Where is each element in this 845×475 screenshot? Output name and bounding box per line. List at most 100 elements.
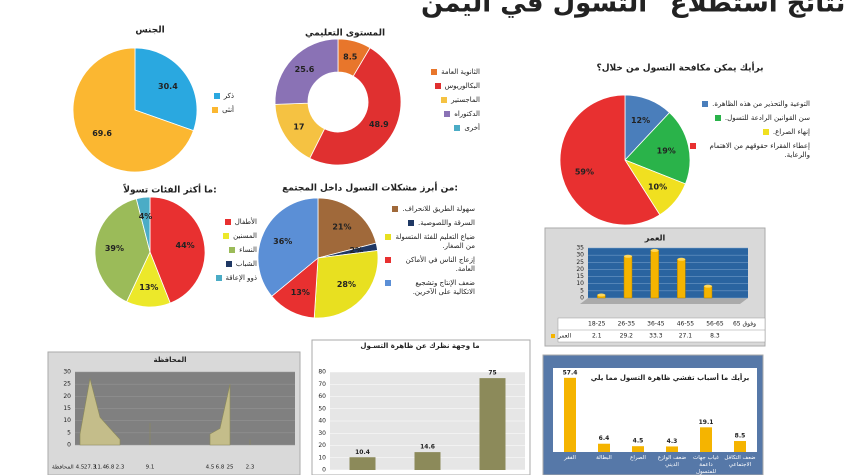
area: [209, 384, 231, 446]
y-tick-label: 60: [318, 393, 326, 400]
legend: التوعية والتحذير من هذه الظاهرة. سن القوا…: [690, 100, 810, 160]
y-tick-label: 30: [576, 252, 584, 259]
pie-slice: [274, 38, 339, 105]
legend-text: أنثى: [222, 106, 234, 114]
chart-title: ما أكثر الفئات تسولاً:: [122, 183, 217, 195]
legend-swatch: [702, 101, 709, 107]
bar: [734, 441, 746, 452]
chart-title: الجنس: [135, 26, 164, 36]
legend-swatch: [225, 261, 232, 267]
x-tick-label: ضعف الوازع الديني: [657, 455, 687, 468]
data-label: 8.5: [343, 53, 358, 62]
legend-swatch: [690, 143, 696, 149]
legend-swatch: [431, 69, 438, 75]
bar-top: [677, 257, 686, 261]
y-tick-label: 30: [63, 369, 71, 376]
legend: ذكر أنثى: [192, 92, 234, 115]
legend-entry: أنثى: [192, 106, 234, 115]
legend-entry: الدكتوراه: [405, 110, 480, 119]
table-value: 8.3: [710, 333, 720, 340]
x-tick-label: 65 وفوق: [733, 321, 756, 328]
data-label: 44%: [176, 241, 195, 250]
bar-top: [650, 248, 659, 252]
y-tick-label: 20: [576, 266, 584, 273]
bar: [414, 452, 441, 470]
legend-entry: السرقة واللصوصية.: [385, 219, 475, 228]
page-title: نتائج استطلاع "التسول في اليمن": [421, 0, 845, 19]
y-tick-label: 0: [67, 442, 71, 449]
legend-entry: البكالوريوس: [405, 82, 480, 91]
y-tick-label: 30: [318, 430, 326, 437]
area: [79, 378, 121, 446]
legend-entry: إنهاء الصراع.: [690, 128, 810, 137]
plot-floor: [580, 298, 748, 304]
y-tick-label: 35: [576, 245, 584, 252]
legend-text: الثانوية العامة: [441, 68, 480, 76]
legend-entry: ضياع التعليم للفئة المتسولة من الصغار.: [385, 233, 475, 251]
chart-title: المستوى التعليمي: [305, 29, 385, 39]
bar: [598, 443, 610, 452]
bar: [632, 446, 644, 452]
table-value: 4.5: [206, 465, 215, 471]
bar-top: [624, 254, 632, 258]
x-tick-label: 56-65: [706, 321, 724, 328]
legend-entry: إعطاء الفقراء حقوقهم من الاهتمام والرعاي…: [690, 142, 810, 160]
data-label: 4.5: [633, 438, 644, 445]
y-tick-label: 50: [318, 405, 326, 412]
legend: سهولة الطريق للانحراف. السرقة واللصوصية. ض…: [385, 205, 475, 297]
legend-entry: سهولة الطريق للانحراف.: [385, 205, 475, 214]
data-label: 4.3: [667, 438, 678, 445]
legend-swatch: [212, 107, 219, 113]
legend-text: إنهاء الصراع.: [772, 128, 810, 136]
table-value: 11.4: [94, 465, 107, 471]
legend-swatch: [213, 93, 220, 99]
legend-text: أخرى: [464, 124, 480, 132]
y-tick-label: 0: [580, 295, 584, 302]
x-tick-label: البطالة: [596, 455, 612, 461]
data-label: 36%: [273, 237, 292, 246]
chart-title: برأيك ما أسباب تفشي ظاهرة التسول مما يلي: [591, 373, 750, 382]
table-value: 27.1: [679, 333, 693, 340]
table-value: 2.3: [246, 465, 255, 471]
legend-entry: النساء: [205, 246, 257, 255]
bar: [479, 378, 506, 470]
bar-top: [597, 293, 606, 297]
data-label: 4%: [139, 212, 153, 221]
legend-entry: ضعف الإنتاج وتشجيع الاتكالية على الآخرين…: [385, 279, 475, 297]
legend-entry: الأطفال: [205, 218, 257, 227]
pie-slice: [559, 94, 661, 226]
legend-swatch: [551, 334, 555, 338]
legend-entry: إزعاج الناس في الأماكن العامة.: [385, 256, 475, 274]
x-tick-label: الفقر: [564, 455, 576, 461]
legend-text: ضعف الإنتاج وتشجيع الاتكالية على الآخرين…: [412, 279, 475, 296]
data-label: 12%: [631, 116, 650, 125]
table-value: 2.1: [592, 333, 602, 340]
legend-swatch: [223, 233, 230, 239]
y-tick-label: 20: [318, 442, 326, 449]
x-tick-label: 36-45: [647, 321, 665, 328]
legend-entry: المسنين: [205, 232, 257, 241]
legend-swatch: [444, 111, 451, 117]
data-label: 25.6: [295, 65, 315, 74]
legend-swatch: [434, 83, 441, 89]
y-tick-label: 10: [63, 417, 71, 424]
table-value: 6.8: [106, 465, 115, 471]
y-tick-label: 0: [322, 467, 326, 474]
data-label: 13%: [291, 288, 310, 297]
y-tick-label: 20: [63, 393, 71, 400]
legend-text: إزعاج الناس في الأماكن العامة.: [405, 256, 475, 273]
legend-entry: أخرى: [405, 124, 480, 133]
y-tick-label: 5: [67, 429, 71, 436]
chart-title: برأيك يمكن مكافحة التسول من خلال؟: [596, 62, 763, 74]
legend-text: التوعية والتحذير من هذه الظاهرة.: [712, 100, 810, 108]
legend-text: ضياع التعليم للفئة المتسولة من الصغار.: [395, 233, 475, 250]
chart-title: المحافظة: [153, 356, 186, 364]
legend-text: النساء: [239, 246, 257, 254]
pie-slice: [135, 196, 151, 253]
bar-top: [704, 284, 712, 288]
y-tick-label: 80: [318, 369, 326, 376]
bar: [677, 259, 686, 299]
legend-swatch: [454, 125, 461, 131]
y-tick-label: 10: [318, 454, 326, 461]
